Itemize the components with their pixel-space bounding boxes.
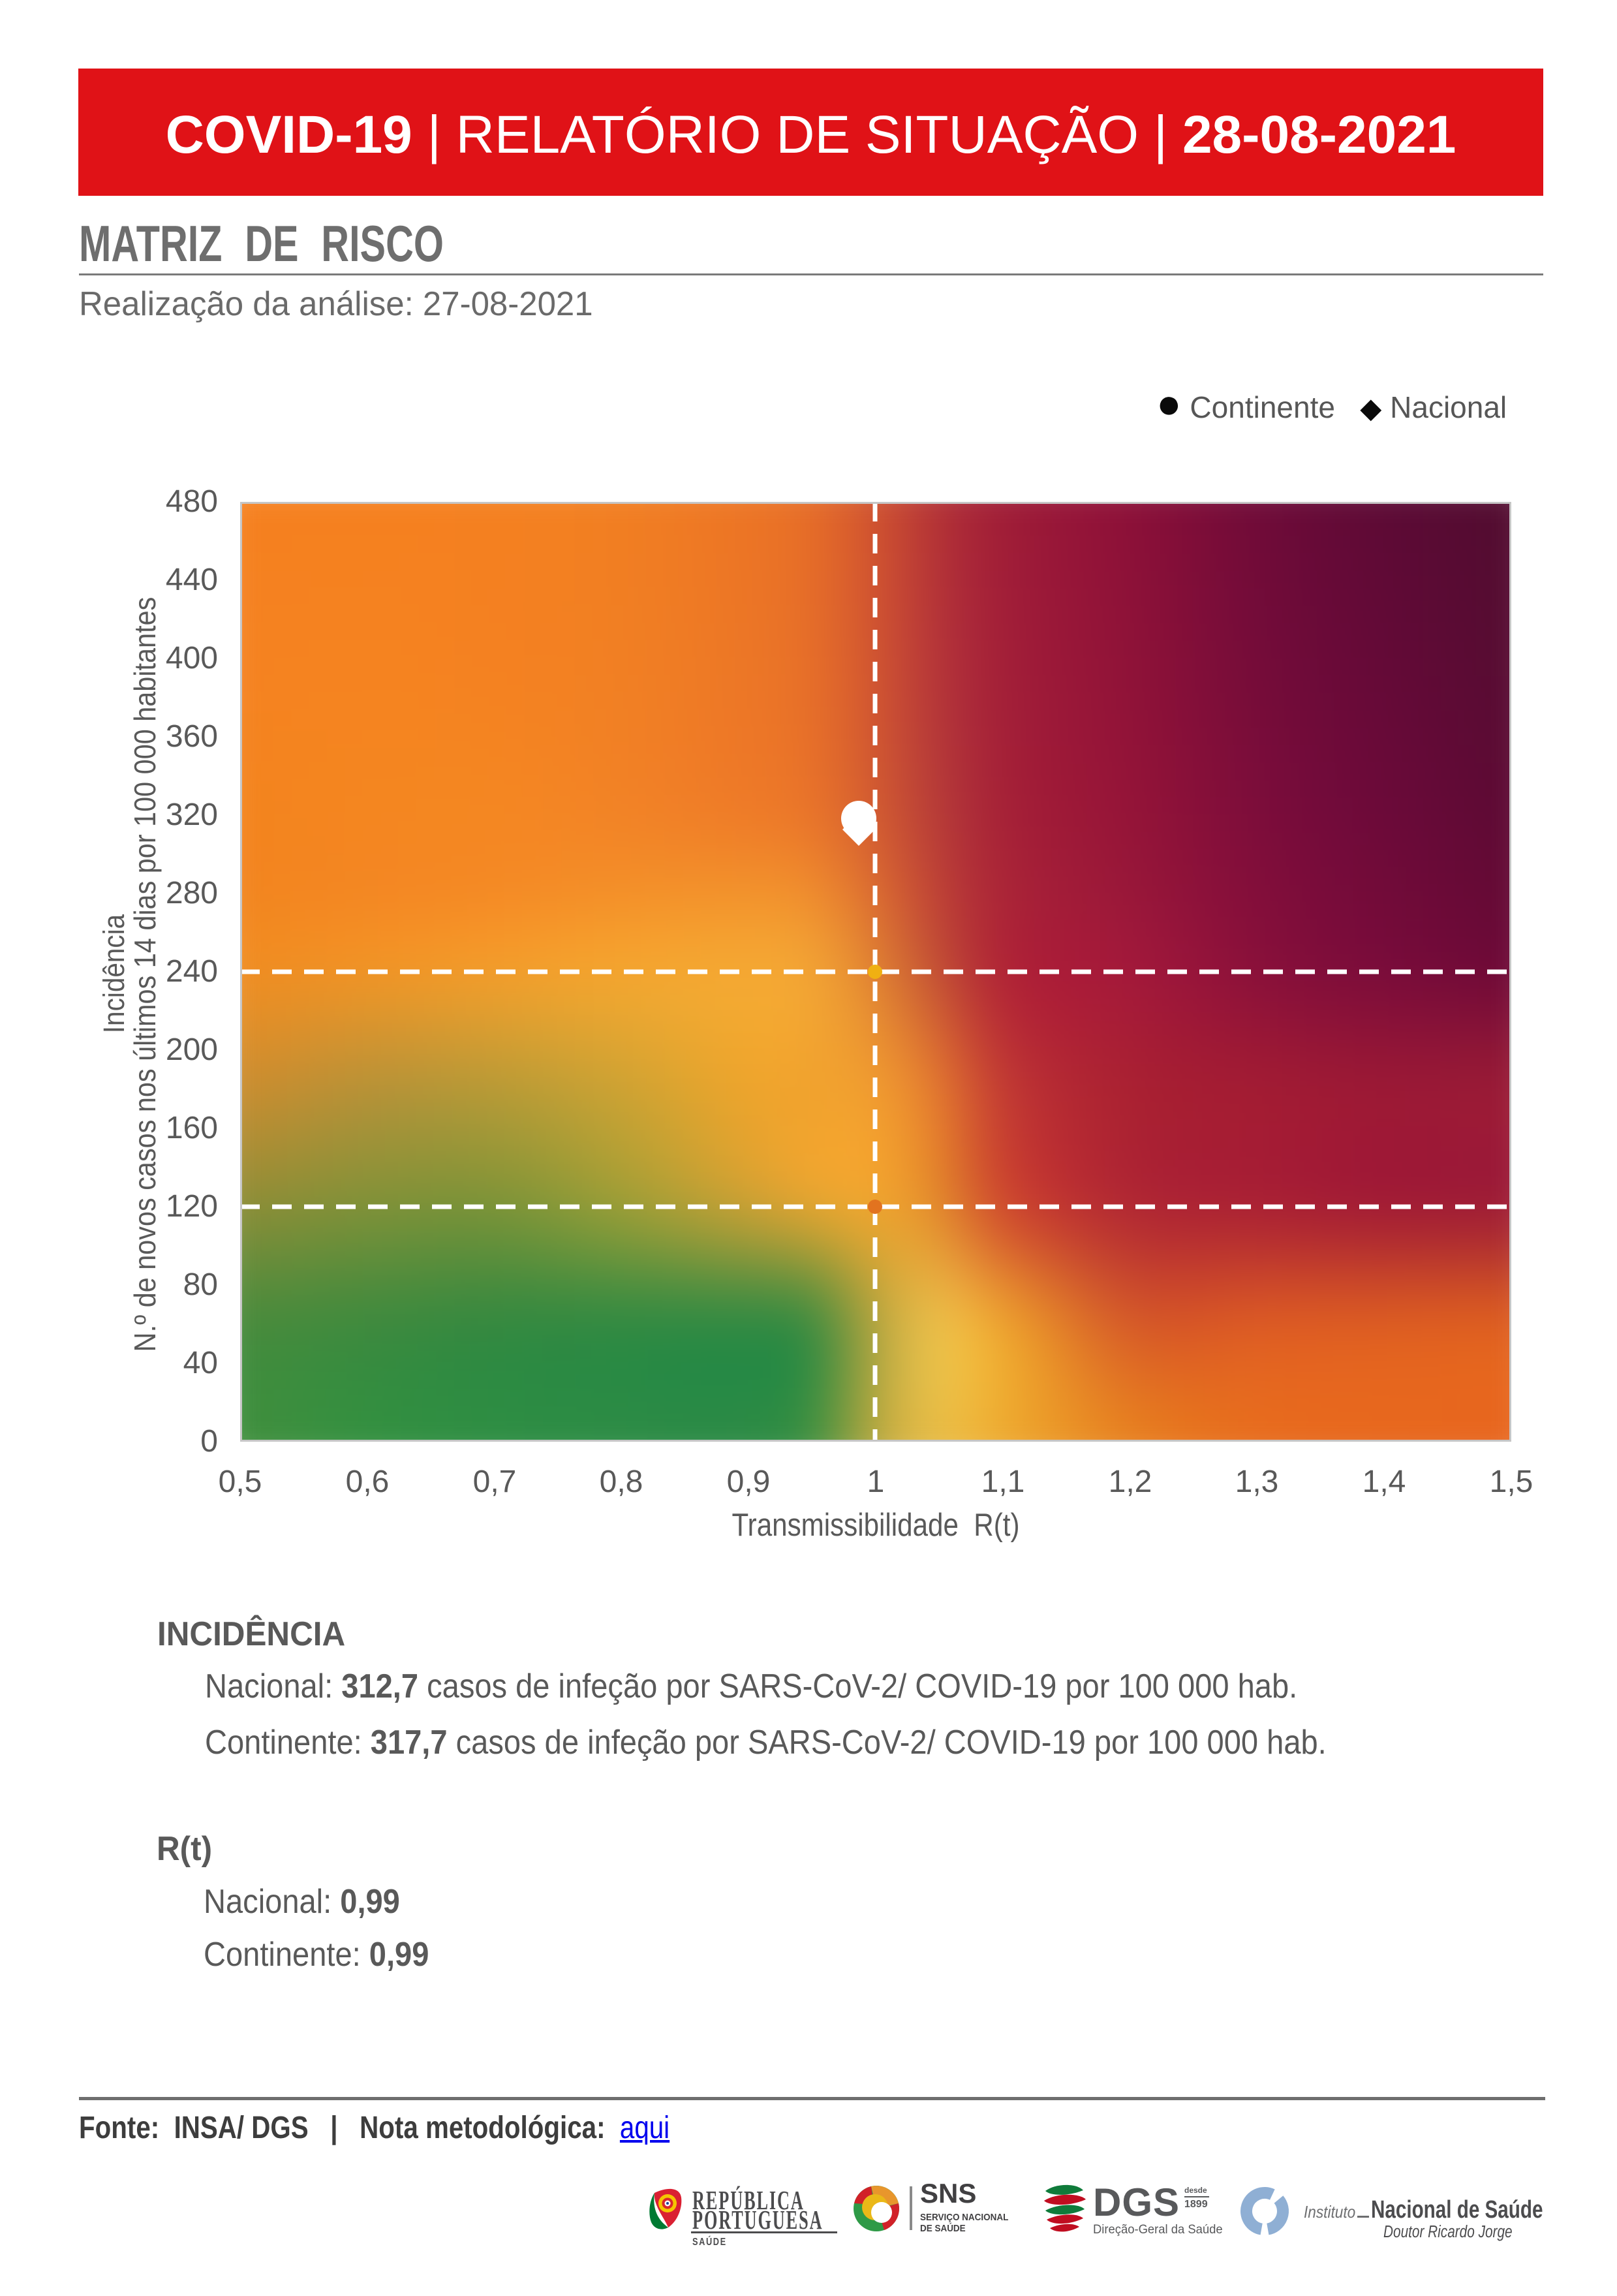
svg-text:Nacional de Saúde: Nacional de Saúde [1371,2196,1543,2224]
svg-text:SAÚDE: SAÚDE [692,2235,727,2248]
svg-text:1899: 1899 [1184,2199,1208,2210]
svg-text:DE SAÚDE: DE SAÚDE [920,2222,966,2234]
svg-text:PORTUGUESA: PORTUGUESA [692,2205,823,2235]
svg-text:Instituto: Instituto [1304,2203,1355,2222]
svg-text:Direção-Geral da Saúde: Direção-Geral da Saúde [1093,2222,1223,2236]
svg-text:Doutor Ricardo Jorge: Doutor Ricardo Jorge [1383,2222,1513,2241]
svg-text:DGS: DGS [1093,2180,1180,2224]
svg-text:desde: desde [1184,2186,1207,2195]
svg-text:SERVIÇO NACIONAL: SERVIÇO NACIONAL [920,2212,1009,2223]
svg-text:SNS: SNS [920,2180,976,2209]
svg-text:REPÚBLICA: REPÚBLICA [692,2186,805,2215]
